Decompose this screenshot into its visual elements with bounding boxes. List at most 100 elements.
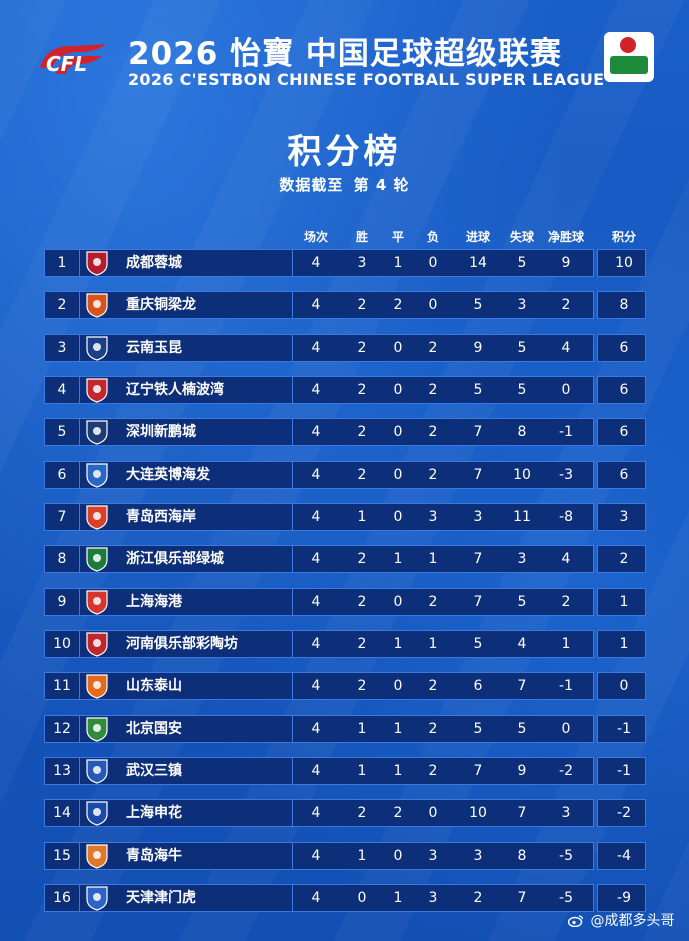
- stat-lost: 2: [428, 382, 438, 398]
- stats-cell: [292, 715, 594, 743]
- stats-cell: [292, 418, 594, 446]
- team-name: 辽宁铁人楠波湾: [126, 382, 224, 398]
- team-rank: 13: [53, 763, 71, 779]
- stat-ga: 5: [517, 255, 527, 271]
- weibo-icon: [568, 915, 584, 927]
- stat-gf: 7: [473, 763, 483, 779]
- team-rank: 15: [53, 848, 71, 864]
- team-name: 云南玉昆: [126, 340, 182, 356]
- stats-cell: [292, 757, 594, 785]
- stat-drawn: 0: [393, 594, 403, 610]
- stat-gf: 5: [473, 636, 483, 652]
- name-cell: [80, 334, 328, 362]
- stat-lost: 0: [428, 255, 438, 271]
- stat-gf: 6: [473, 678, 483, 694]
- name-cell: [80, 884, 328, 912]
- stat-pts: 10: [615, 255, 633, 271]
- name-cell: [80, 588, 328, 616]
- stat-pts: -1: [617, 721, 631, 737]
- stat-won: 1: [357, 721, 367, 737]
- stat-lost: 2: [428, 594, 438, 610]
- team-rank: 16: [53, 890, 71, 906]
- team-name: 上海海港: [126, 594, 182, 610]
- team-badge-icon: [86, 336, 108, 361]
- stat-won: 2: [357, 805, 367, 821]
- stat-won: 2: [357, 678, 367, 694]
- stat-won: 1: [357, 763, 367, 779]
- stat-won: 2: [357, 340, 367, 356]
- stat-pts: 6: [619, 340, 629, 356]
- stat-played: 4: [311, 340, 321, 356]
- team-name: 山东泰山: [126, 678, 182, 694]
- stat-gd: 0: [561, 382, 571, 398]
- column-header: 负: [426, 230, 439, 244]
- team-badge-icon: [86, 547, 108, 572]
- stat-played: 4: [311, 255, 321, 271]
- team-badge-icon: [86, 590, 108, 615]
- name-cell: [80, 715, 328, 743]
- cfl-logo-icon: CFL: [40, 44, 106, 76]
- name-cell: [80, 418, 328, 446]
- table-row: 6 大连英博海发 4 2 0 2 7 10 -3 6: [44, 461, 646, 489]
- stat-pts: -1: [617, 763, 631, 779]
- team-rank: 2: [57, 297, 67, 313]
- points-cell: [597, 799, 646, 827]
- stat-gf: 3: [473, 848, 483, 864]
- table-row: 3 云南玉昆 4 2 0 2 9 5 4 6: [44, 334, 646, 362]
- points-cell: [597, 418, 646, 446]
- stat-gd: -1: [559, 424, 573, 440]
- team-name: 北京国安: [126, 721, 182, 737]
- stat-ga: 3: [517, 551, 527, 567]
- team-name: 成都蓉城: [126, 255, 182, 271]
- stat-won: 2: [357, 297, 367, 313]
- points-cell: [597, 588, 646, 616]
- team-badge-icon: [86, 886, 108, 911]
- rank-cell: [44, 334, 80, 362]
- stat-drawn: 1: [393, 890, 403, 906]
- stat-won: 2: [357, 636, 367, 652]
- column-header: 进球: [465, 230, 490, 244]
- team-badge-icon: [86, 759, 108, 784]
- team-rank: 7: [57, 509, 67, 525]
- rank-cell: [44, 376, 80, 404]
- stat-pts: 3: [619, 509, 629, 525]
- stat-gf: 2: [473, 890, 483, 906]
- team-rank: 3: [57, 340, 67, 356]
- stat-played: 4: [311, 636, 321, 652]
- team-rank: 10: [53, 636, 71, 652]
- stats-cell: [292, 799, 594, 827]
- stat-drawn: 2: [393, 297, 403, 313]
- stats-cell: [292, 249, 594, 277]
- stat-pts: 8: [619, 297, 629, 313]
- stat-pts: 1: [619, 594, 629, 610]
- stat-lost: 1: [428, 636, 438, 652]
- team-name: 大连英博海发: [126, 467, 210, 483]
- stat-lost: 2: [428, 763, 438, 779]
- column-header: 平: [391, 230, 404, 244]
- watermark: @成都多头哥: [568, 910, 674, 930]
- stat-won: 3: [357, 255, 367, 271]
- team-name: 深圳新鹏城: [126, 424, 196, 440]
- team-name: 浙江俱乐部绿城: [126, 551, 224, 567]
- stat-gd: -1: [559, 678, 573, 694]
- stat-pts: 6: [619, 382, 629, 398]
- rank-cell: [44, 630, 80, 658]
- stat-won: 2: [357, 467, 367, 483]
- stat-gf: 5: [473, 721, 483, 737]
- rank-cell: [44, 672, 80, 700]
- stat-ga: 8: [517, 424, 527, 440]
- stat-gd: 3: [561, 805, 571, 821]
- stat-ga: 8: [517, 848, 527, 864]
- stat-won: 2: [357, 594, 367, 610]
- team-rank: 11: [53, 678, 71, 694]
- team-name: 重庆铜梁龙: [126, 297, 196, 313]
- table-row: 11 山东泰山 4 2 0 2 6 7 -1 0: [44, 672, 646, 700]
- stat-drawn: 0: [393, 424, 403, 440]
- stat-won: 2: [357, 382, 367, 398]
- name-cell: [80, 799, 328, 827]
- stats-cell: [292, 842, 594, 870]
- points-cell: [597, 545, 646, 573]
- points-cell: [597, 842, 646, 870]
- stat-gd: 9: [561, 255, 571, 271]
- team-badge-icon: [86, 378, 108, 403]
